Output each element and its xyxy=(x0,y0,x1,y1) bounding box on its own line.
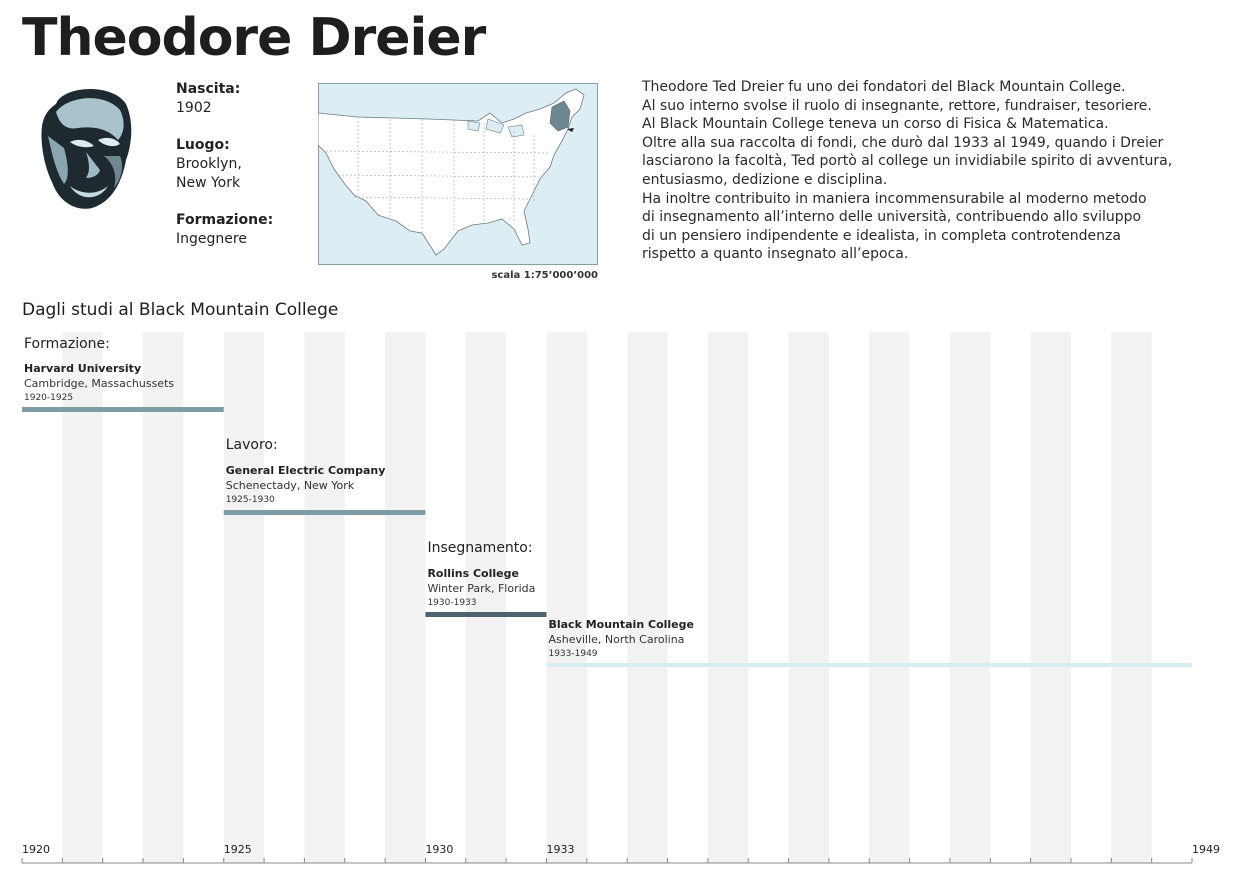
profile-facts: Nascita: 1902 Luogo: Brooklyn, New York … xyxy=(176,80,306,267)
background-band xyxy=(1030,332,1071,863)
x-tick-label: 1933 xyxy=(546,843,574,856)
timeline-category: Lavoro: xyxy=(226,437,278,453)
usa-map-icon xyxy=(318,83,598,265)
x-tick-label: 1930 xyxy=(425,843,453,856)
background-band xyxy=(1111,332,1152,863)
timeline-title: Dagli studi al Black Mountain College xyxy=(22,300,339,320)
page-title: Theodore Dreier xyxy=(22,8,486,68)
background-band xyxy=(62,332,103,863)
timeline-event-period: 1925-1930 xyxy=(226,495,275,505)
timeline-category: Formazione: xyxy=(24,336,110,352)
x-tick-label: 1920 xyxy=(22,843,50,856)
x-tick-label: 1925 xyxy=(224,843,252,856)
timeline-event-location: Cambridge, Massachussets xyxy=(24,377,174,390)
bio-line: Al suo interno svolse il ruolo di insegn… xyxy=(642,97,1152,114)
timeline-event-name: Rollins College xyxy=(427,567,519,580)
background-band xyxy=(304,332,345,863)
timeline-event-period: 1920-1925 xyxy=(24,393,73,403)
background-band xyxy=(143,332,184,863)
timeline-bar xyxy=(223,510,426,515)
timeline-event-location: Schenectady, New York xyxy=(226,479,355,492)
background-band xyxy=(707,332,749,863)
fact-label: Formazione: xyxy=(176,212,274,228)
background-band xyxy=(385,332,426,863)
timeline-category: Insegnamento: xyxy=(427,540,532,556)
bio-line: rispetto a quanto insegnato all’epoca. xyxy=(642,246,909,263)
fact-label: Luogo: xyxy=(176,137,230,153)
timeline-event-period: 1933-1949 xyxy=(548,649,597,659)
fact-value: Brooklyn, New York xyxy=(176,156,242,191)
x-tick-label: 1949 xyxy=(1192,843,1220,856)
timeline-bar xyxy=(22,407,224,412)
fact-education: Formazione: Ingegnere xyxy=(176,211,306,249)
timeline-chart: 1920 1925 1930 1933 1949 Formazione: Harvard U… xyxy=(21,332,1220,864)
background-band xyxy=(223,332,265,863)
fact-value: Ingegnere xyxy=(176,231,247,247)
bio-line: di un pensiero indipendente e idealista,… xyxy=(642,227,1121,244)
biography: Theodore Ted Dreier fu uno dei fondatori… xyxy=(642,78,1202,264)
background-band xyxy=(949,332,991,863)
background-band xyxy=(869,332,910,863)
fact-place: Luogo: Brooklyn, New York xyxy=(176,136,306,193)
timeline-event-name: Harvard University xyxy=(24,362,141,375)
timeline-event-period: 1930-1933 xyxy=(427,598,476,608)
bio-line: Al Black Mountain College teneva un cors… xyxy=(642,116,1109,133)
timeline-event-location: Winter Park, Florida xyxy=(427,582,535,595)
bio-line: Ha inoltre contribuito in maniera incomm… xyxy=(642,190,1147,207)
fact-label: Nascita: xyxy=(176,81,241,97)
fact-birth: Nascita: 1902 xyxy=(176,80,306,118)
background-band xyxy=(546,332,587,863)
background-band xyxy=(788,332,829,863)
timeline-event-name: Black Mountain College xyxy=(548,618,694,631)
fact-value: 1902 xyxy=(176,100,212,116)
portrait-illustration xyxy=(41,88,132,209)
timeline-event-location: Asheville, North Carolina xyxy=(548,633,684,646)
timeline-bar xyxy=(425,612,547,617)
bio-line: Oltre alla sua raccolta di fondi, che du… xyxy=(642,134,1164,151)
timeline-bar xyxy=(546,663,1192,667)
background-band xyxy=(627,332,668,863)
bio-line: entusiasmo, dedizione e disciplina. xyxy=(642,171,888,188)
background-band xyxy=(465,332,507,863)
bio-line: lasciarono la facoltà, Ted portò al coll… xyxy=(642,153,1173,170)
map-scale: scala 1:75’000’000 xyxy=(491,270,598,281)
bio-line: Theodore Ted Dreier fu uno dei fondatori… xyxy=(642,79,1126,95)
timeline-event-name: General Electric Company xyxy=(226,464,386,477)
bio-line: di insegnamento all’interno delle univer… xyxy=(642,209,1142,226)
